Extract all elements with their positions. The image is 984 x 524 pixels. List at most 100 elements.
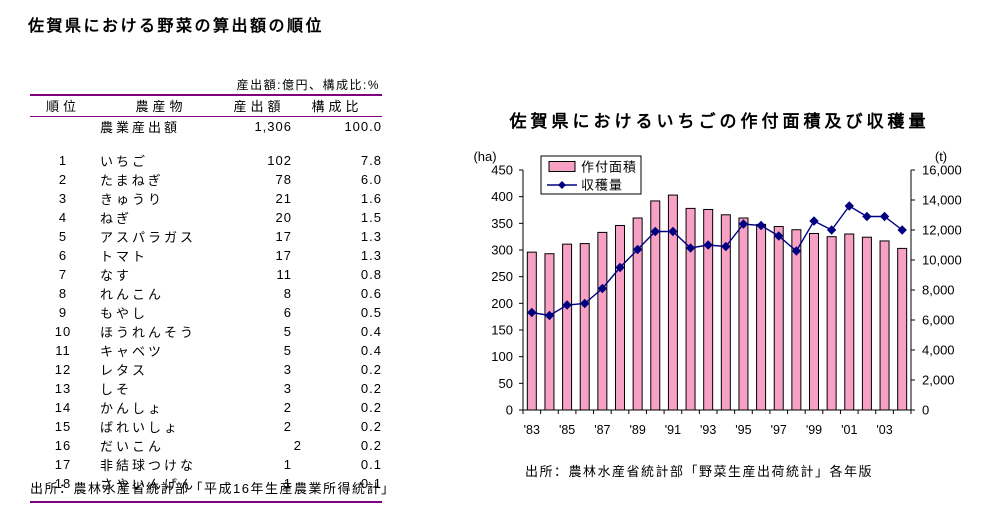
harvest-point-1989 xyxy=(632,244,643,255)
legend-area-label: 作付面積 xyxy=(581,160,637,175)
harvest-point-1999 xyxy=(809,216,819,226)
table-units-note: 産出額:億円、構成比:% xyxy=(236,78,380,92)
table-row-product: しそ xyxy=(100,381,133,397)
harvest-point-2003 xyxy=(879,211,890,222)
x-tick-label: '99 xyxy=(806,423,822,437)
table-row-share: 0.6 xyxy=(360,285,382,301)
harvest-point-2004 xyxy=(897,225,907,235)
chart-title: 佐賀県におけるいちごの作付面積及び収穫量 xyxy=(509,112,930,131)
table-row-value: 1 xyxy=(283,456,292,472)
table-row-product: だいこん xyxy=(100,438,165,454)
right-axis-unit-label: (t) xyxy=(935,149,947,164)
y-left-tick-label: 400 xyxy=(491,189,513,204)
table-row: 17 非結球つけな 1 0.1 xyxy=(30,455,382,474)
area-bar-1993 xyxy=(703,208,714,411)
table-row-share: 1.3 xyxy=(360,247,382,263)
table-row-rank: 18 xyxy=(54,475,72,491)
table-row-share: 0.4 xyxy=(360,342,382,358)
table-row-product: キャベツ xyxy=(100,343,165,359)
table-source: 出所：農林水産省統計部「平成16年生産農業所得統計」 xyxy=(30,481,396,496)
table-row-share: 0.1 xyxy=(360,475,382,491)
table-row-value: 102 xyxy=(267,152,292,168)
table-row-rank: 8 xyxy=(58,285,68,301)
y-right-tick-label: 0 xyxy=(922,403,929,418)
table-row: 11 キャベツ 5 0.4 xyxy=(30,341,382,360)
table-row-rank: 10 xyxy=(54,323,72,339)
table-row-product: トマト xyxy=(100,248,149,264)
harvest-point-1986 xyxy=(580,298,590,309)
y-right-tick-label: 8,000 xyxy=(922,283,955,298)
table-row-share: 0.2 xyxy=(360,399,382,415)
area-bar-1986 xyxy=(579,243,590,411)
table-row-total-share: 100.0 xyxy=(344,118,382,134)
harvest-point-1994 xyxy=(721,241,731,252)
table-row-rank: 11 xyxy=(55,342,71,358)
table-row-rank: 12 xyxy=(54,361,72,377)
x-tick-label: '87 xyxy=(594,423,610,437)
y-left-tick-label: 350 xyxy=(491,216,513,231)
table-row-share: 0.5 xyxy=(360,304,382,320)
area-bar-1987 xyxy=(597,231,608,411)
area-bar-1988 xyxy=(615,224,625,411)
x-tick-label: '97 xyxy=(771,423,787,437)
strawberry-combo-chart: 450 400 350 300 250 200 150 100 50 0 16,000 14,000 1… xyxy=(473,149,962,437)
page-title: 佐賀県における野菜の算出額の順位 xyxy=(28,18,325,35)
table-row-value: 2 xyxy=(283,399,292,415)
area-bar-1998 xyxy=(791,229,802,411)
y-left-tick-label: 150 xyxy=(491,323,513,338)
table-row-product: きゅうり xyxy=(100,191,165,207)
harvest-point-2001 xyxy=(844,201,854,211)
harvest-point-1998 xyxy=(791,246,802,256)
table-row-rank: 2 xyxy=(58,171,68,187)
table-row-value: 17 xyxy=(275,247,292,263)
table-row-value: 21 xyxy=(275,190,292,206)
table-row-value: 5 xyxy=(283,323,292,339)
area-bar-2003 xyxy=(879,240,890,411)
table-row-rank: 9 xyxy=(58,304,68,320)
table-row-share: 0.2 xyxy=(360,361,382,377)
area-bar-1996 xyxy=(756,223,767,411)
table-row: 12 レタス 3 0.2 xyxy=(30,360,382,379)
table-header-row: 順位 農産物 産出額 構成比 xyxy=(30,95,382,117)
area-bar-1983 xyxy=(526,251,537,411)
table-row-share: 1.3 xyxy=(360,228,382,244)
table-row-share: 0.2 xyxy=(360,437,382,453)
table-row-product: レタス xyxy=(100,362,149,378)
x-tick-label: '95 xyxy=(735,423,751,437)
y-right-tick-label: 2,000 xyxy=(922,373,955,388)
harvest-point-2002 xyxy=(862,211,872,222)
table-row-value: 6 xyxy=(283,304,292,320)
table-row: 10 ほうれんそう 5 0.4 xyxy=(30,322,382,341)
y-right-tick-label: 6,000 xyxy=(922,313,955,328)
table-row-rank: 4 xyxy=(58,209,68,225)
area-bar-1995 xyxy=(738,217,749,411)
table-row-product: かんしょ xyxy=(100,400,165,416)
y-left-tick-label: 200 xyxy=(491,296,513,311)
table-row-rank: 7 xyxy=(58,266,68,282)
table-row-product: さやいんげん xyxy=(100,476,197,492)
x-tick-label: '89 xyxy=(629,423,645,437)
table-row-product: ねぎ xyxy=(100,210,133,226)
table-row-value: 3 xyxy=(283,361,292,377)
y-right-tick-label: 10,000 xyxy=(922,253,962,268)
table-row: 16 だいこん 2 0.2 xyxy=(30,436,382,455)
table-row-product: れんこん xyxy=(100,286,165,302)
chart-source: 出所：農林水産省統計部「野菜生産出荷統計」各年版 xyxy=(525,464,874,479)
harvest-point-1984 xyxy=(544,310,555,321)
harvest-point-1992 xyxy=(685,243,696,253)
table-row: 14 かんしょ 2 0.2 xyxy=(30,398,382,417)
table-row-total: 農業産出額 1,306 100.0 xyxy=(30,116,382,136)
col-header-value: 産出額 xyxy=(226,95,292,117)
harvest-point-1993 xyxy=(703,240,713,250)
table-row-rank: 17 xyxy=(54,456,72,472)
table-row: 4 ねぎ 20 1.5 xyxy=(30,208,382,227)
table-row-rank: 6 xyxy=(58,247,68,263)
harvest-point-1987 xyxy=(597,283,608,294)
table-row-total-product: 農業産出額 xyxy=(100,119,181,135)
table-row-value: 2 xyxy=(283,418,292,434)
y-left-tick-label: 250 xyxy=(491,269,513,284)
table-row-product: ほうれんそう xyxy=(100,324,197,340)
area-bar-1985 xyxy=(562,243,573,411)
table-row-share: 0.8 xyxy=(360,266,382,282)
table-row: 9 もやし 6 0.5 xyxy=(30,303,382,322)
